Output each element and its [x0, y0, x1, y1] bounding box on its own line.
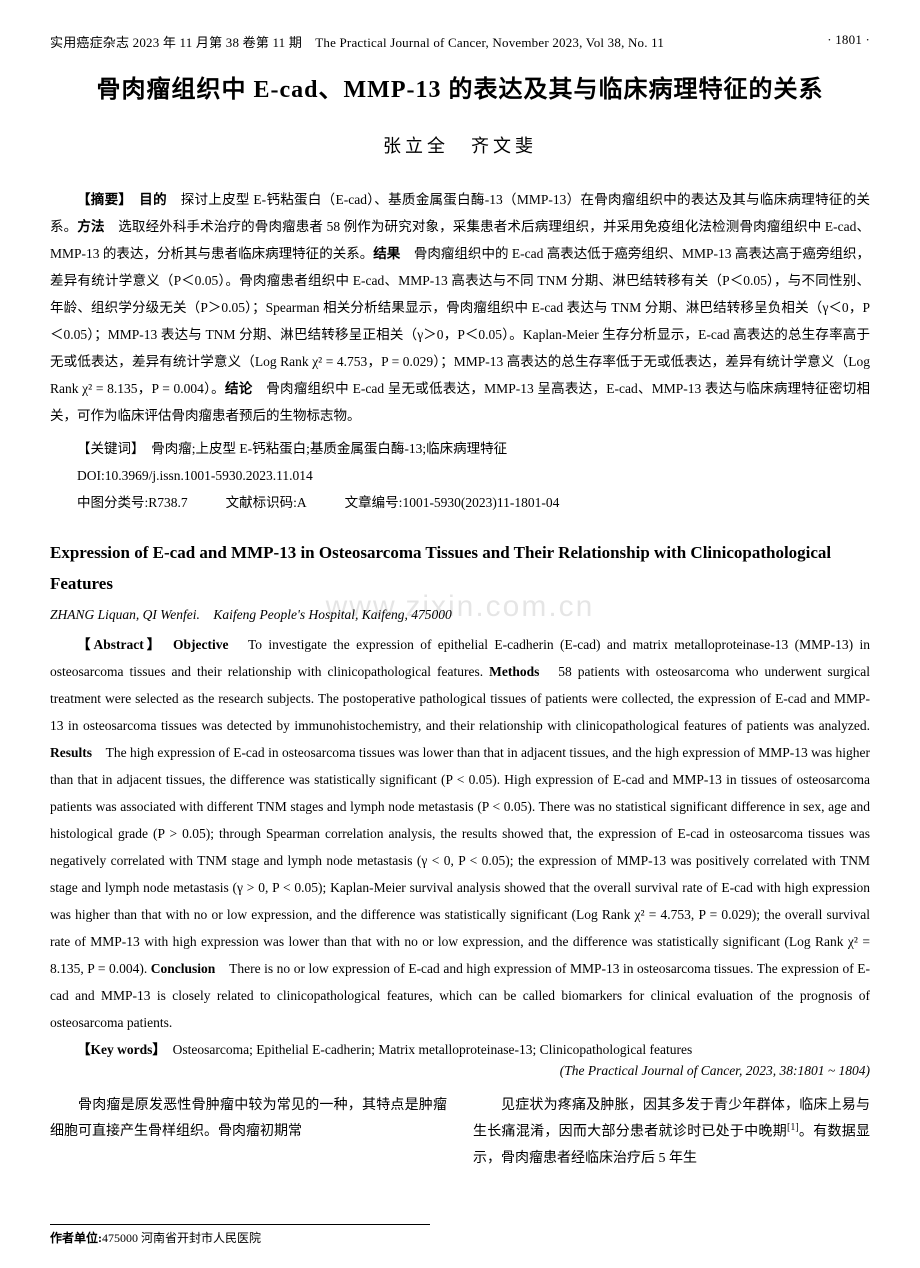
abstract-en-label: 【Abstract】 — [77, 637, 156, 652]
conclusion-cn-label: 结论 — [225, 381, 253, 396]
doc-label: 文献标识码: — [226, 495, 297, 510]
keywords-cn-text: 骨肉瘤;上皮型 E-钙粘蛋白;基质金属蛋白酶-13;临床病理特征 — [151, 441, 507, 456]
header-left: 实用癌症杂志 2023 年 11 月第 38 卷第 11 期 The Pract… — [50, 32, 664, 51]
body-text: 骨肉瘤是原发恶性骨肿瘤中较为常见的一种，其特点是肿瘤细胞可直接产生骨样组织。骨肉… — [50, 1093, 870, 1171]
cls-label: 中图分类号: — [77, 495, 148, 510]
doi: DOI:10.3969/j.issn.1001-5930.2023.11.014 — [50, 462, 870, 489]
keywords-en: 【Key words】 Osteosarcoma; Epithelial E-c… — [50, 1036, 870, 1063]
running-header: 实用癌症杂志 2023 年 11 月第 38 卷第 11 期 The Pract… — [50, 32, 870, 51]
keywords-cn: 【关键词】 骨肉瘤;上皮型 E-钙粘蛋白;基质金属蛋白酶-13;临床病理特征 — [50, 435, 870, 462]
abstract-en: 【Abstract】 Objective To investigate the … — [50, 631, 870, 1036]
article-title-cn: 骨肉瘤组织中 E-cad、MMP-13 的表达及其与临床病理特征的关系 — [50, 69, 870, 104]
header-right-pagenum: · 1801 · — [827, 32, 870, 51]
affil-label: 作者单位: — [50, 1231, 102, 1245]
objective-en-label: Objective — [173, 637, 228, 652]
abstract-cn-label: 【摘要】 — [77, 192, 125, 207]
abstract-cn: 【摘要】 目的 探讨上皮型 E-钙粘蛋白（E-cad）、基质金属蛋白酶-13（M… — [50, 186, 870, 429]
results-cn-text: 骨肉瘤组织中的 E-cad 高表达低于癌旁组织、MMP-13 高表达高于癌旁组织… — [50, 246, 870, 396]
methods-cn-label: 方法 — [77, 219, 104, 234]
body-p1: 骨肉瘤是原发恶性骨肿瘤中较为常见的一种，其特点是肿瘤细胞可直接产生骨样组织。骨肉… — [50, 1098, 447, 1139]
cls-value: R738.7 — [148, 495, 187, 510]
results-en-text: The high expression of E-cad in osteosar… — [50, 745, 870, 976]
ref-1: [1] — [787, 1122, 799, 1133]
keywords-en-text: Osteosarcoma; Epithelial E-cadherin; Mat… — [173, 1042, 693, 1057]
art-value: 1001-5930(2023)11-1801-04 — [402, 495, 559, 510]
results-cn-label: 结果 — [373, 246, 400, 261]
keywords-en-label: 【Key words】 — [77, 1042, 159, 1057]
authors-en: ZHANG Liquan, QI Wenfei. Kaifeng People'… — [50, 603, 870, 623]
doc-value: A — [297, 495, 307, 510]
methods-en-label: Methods — [489, 664, 539, 679]
results-en-label: Results — [50, 745, 92, 760]
keywords-cn-label: 【关键词】 — [77, 441, 138, 456]
article-title-en: Expression of E-cad and MMP-13 in Osteos… — [50, 538, 870, 599]
classification-line: 中图分类号:R738.7 文献标识码:A 文章编号:1001-5930(2023)1… — [50, 489, 870, 516]
citation-en: (The Practical Journal of Cancer, 2023, … — [50, 1063, 870, 1079]
author-affiliation: 作者单位:475000 河南省开封市人民医院 — [50, 1224, 430, 1246]
objective-cn-label: 目的 — [139, 192, 167, 207]
art-label: 文章编号: — [345, 495, 403, 510]
affil-text: 475000 河南省开封市人民医院 — [102, 1231, 261, 1245]
conclusion-en-label: Conclusion — [151, 961, 216, 976]
authors-cn: 张立全 齐文斐 — [50, 132, 870, 158]
